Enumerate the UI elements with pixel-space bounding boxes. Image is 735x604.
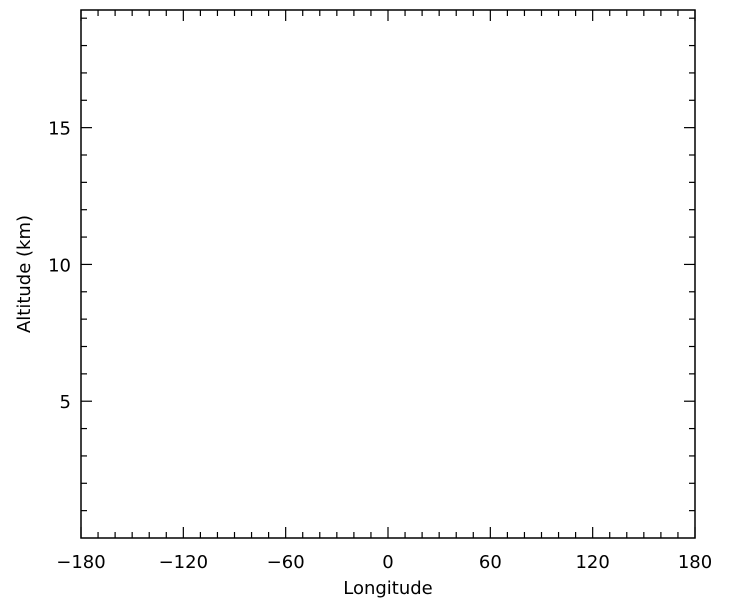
y-tick-label: 15 (48, 119, 71, 140)
y-axis-tick-labels: 5 10 15 (48, 119, 71, 414)
x-tick-label: 0 (382, 552, 393, 573)
plot-frame (80, 9, 696, 539)
x-axis-tick-labels: −180 −120 −60 0 60 120 180 (56, 552, 712, 573)
x-tick-label: 120 (575, 552, 609, 573)
x-tick-label: −180 (56, 552, 105, 573)
x-axis-ticks (80, 10, 696, 538)
x-axis-title: Longitude (343, 578, 433, 599)
x-tick-label: −60 (267, 552, 305, 573)
y-tick-label: 5 (60, 392, 71, 413)
x-tick-label: −120 (159, 552, 208, 573)
y-axis-ticks (81, 17, 695, 512)
x-tick-label: 60 (479, 552, 502, 573)
y-tick-label: 10 (48, 255, 71, 276)
y-axis-title: Altitude (km) (14, 215, 35, 333)
x-tick-label: 180 (678, 552, 712, 573)
